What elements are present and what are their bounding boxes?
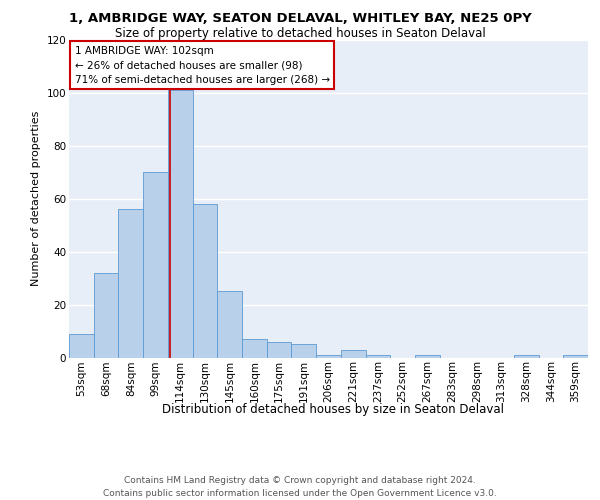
Bar [514, 355, 539, 358]
Bar [118, 210, 143, 358]
Bar [69, 334, 94, 357]
Bar [193, 204, 217, 358]
Text: Distribution of detached houses by size in Seaton Delaval: Distribution of detached houses by size … [162, 402, 504, 415]
Y-axis label: Number of detached properties: Number of detached properties [31, 111, 41, 286]
Bar [316, 355, 341, 358]
Bar [143, 172, 168, 358]
Text: Size of property relative to detached houses in Seaton Delaval: Size of property relative to detached ho… [115, 28, 485, 40]
Bar [341, 350, 365, 358]
Bar [94, 273, 118, 357]
Bar [415, 355, 440, 358]
Text: Contains HM Land Registry data © Crown copyright and database right 2024.
Contai: Contains HM Land Registry data © Crown c… [103, 476, 497, 498]
Bar [365, 355, 390, 358]
Bar [217, 292, 242, 358]
Bar [563, 355, 588, 358]
Bar [292, 344, 316, 358]
Text: 1, AMBRIDGE WAY, SEATON DELAVAL, WHITLEY BAY, NE25 0PY: 1, AMBRIDGE WAY, SEATON DELAVAL, WHITLEY… [68, 12, 532, 26]
Bar [168, 90, 193, 358]
Text: 1 AMBRIDGE WAY: 102sqm
← 26% of detached houses are smaller (98)
71% of semi-det: 1 AMBRIDGE WAY: 102sqm ← 26% of detached… [74, 46, 329, 85]
Bar [267, 342, 292, 357]
Bar [242, 339, 267, 357]
